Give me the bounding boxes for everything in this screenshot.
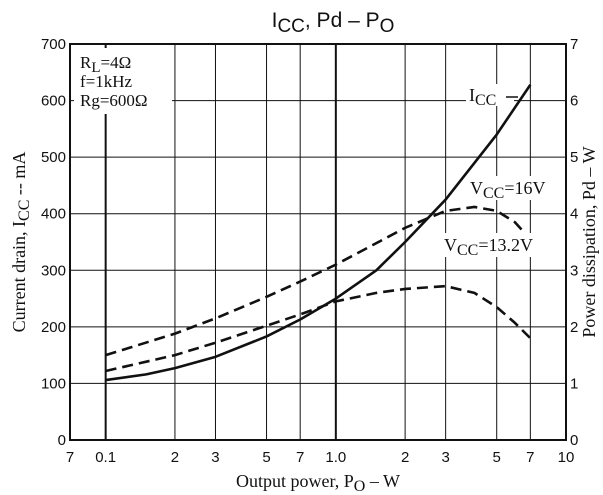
- condition-rl: RL=4Ω: [80, 53, 131, 76]
- y-left-tick-label: 400: [41, 206, 66, 223]
- y-right-tick-label: 3: [570, 262, 578, 279]
- series-label-vcc13-sub: CC: [457, 242, 478, 259]
- y-right-tick-label: 5: [570, 149, 578, 166]
- chart-title-main: I: [272, 9, 278, 32]
- x-tick-label: 5: [262, 449, 270, 466]
- x-tick-label: 7: [296, 449, 304, 466]
- series-label-vcc16-main: V: [470, 178, 483, 198]
- series-label-vcc13: VCC=13.2V: [444, 235, 533, 259]
- series-lines: [105, 84, 532, 382]
- y-left-axis-label: Current drain, ICC -- mA: [9, 152, 33, 333]
- series-label-vcc16-bg: [468, 176, 564, 200]
- series-label-vcc13-bg: [443, 233, 565, 257]
- y-left-axis-label-main: Current drain, I: [9, 221, 29, 332]
- x-tick-labels: 7 0.1 2 3 5 7 1.0 2 3 5 7 10: [66, 449, 575, 466]
- plot-frame: [69, 43, 567, 441]
- condition-rl-sub: L: [91, 60, 100, 76]
- x-tick-label: 10: [558, 449, 575, 466]
- series-label-vcc16-tail: =16V: [504, 178, 545, 198]
- conditions-box: [74, 48, 172, 114]
- x-tick-label: 3: [211, 449, 219, 466]
- y-left-tick-label: 200: [41, 319, 66, 336]
- series-label-icc-sub: CC: [475, 92, 496, 109]
- series-icc-line: [105, 84, 532, 382]
- x-tick-label: 2: [401, 449, 409, 466]
- series-label-icc-bg: [466, 84, 514, 106]
- x-tick-label: 1.0: [325, 449, 346, 466]
- series-label-icc-main: I: [469, 85, 475, 105]
- x-tick-label: 5: [493, 449, 501, 466]
- series-label-vcc13-tail: =13.2V: [478, 235, 533, 255]
- series-label-vcc13-main: V: [444, 235, 457, 255]
- condition-rl-main: R: [80, 53, 92, 72]
- y-right-tick-labels: 0 1 2 3 4 5 6 7: [570, 36, 578, 449]
- y-right-tick-label: 6: [570, 93, 578, 110]
- y-left-tick-label: 100: [41, 375, 66, 392]
- chart-title-sub2: O: [380, 16, 395, 37]
- x-tick-label: 3: [441, 449, 449, 466]
- x-tick-label: 7: [66, 449, 74, 466]
- y-left-tick-label: 300: [41, 262, 66, 279]
- series-vcc-13v-line: [105, 284, 532, 373]
- y-left-axis-label-sub: CC: [16, 200, 33, 221]
- x-axis-label-sub: O: [354, 478, 366, 495]
- y-right-tick-label: 2: [570, 319, 578, 336]
- condition-frequency: f=1kHz: [80, 72, 133, 91]
- y-left-tick-label: 0: [58, 432, 66, 449]
- y-left-axis-label-tail: -- mA: [9, 152, 29, 200]
- y-right-tick-label: 1: [570, 375, 578, 392]
- chart-title-sub1: CC: [277, 16, 304, 37]
- chart-title-mid: , Pd – P: [305, 9, 380, 32]
- condition-rg: Rg=600Ω: [80, 91, 148, 110]
- series-label-vcc16: VCC=16V: [470, 178, 546, 202]
- y-left-tick-label: 500: [41, 149, 66, 166]
- x-axis-label-main: Output power, P: [236, 471, 354, 491]
- y-left-tick-label: 600: [41, 93, 66, 110]
- y-right-tick-label: 4: [570, 206, 578, 223]
- condition-rl-tail: =4Ω: [101, 53, 132, 72]
- series-vcc-16v-line: [105, 205, 532, 357]
- series-label-vcc16-sub: CC: [483, 185, 504, 202]
- x-axis-label-tail: – W: [365, 471, 400, 491]
- y-left-tick-labels: 0 100 200 300 400 500 600 700: [41, 36, 66, 449]
- x-axis-label: Output power, PO – W: [236, 471, 400, 495]
- x-tick-label: 7: [526, 449, 534, 466]
- chart-title: ICC, Pd – PO: [272, 9, 395, 37]
- y-left-tick-label: 700: [41, 36, 66, 53]
- x-tick-label: 2: [171, 449, 179, 466]
- y-right-axis-label: Power dissipation, Pd – W: [579, 146, 599, 337]
- x-tick-label: 0.1: [95, 449, 116, 466]
- y-right-tick-label: 0: [570, 432, 578, 449]
- y-right-tick-label: 7: [570, 36, 578, 53]
- series-label-icc: ICC: [469, 85, 496, 109]
